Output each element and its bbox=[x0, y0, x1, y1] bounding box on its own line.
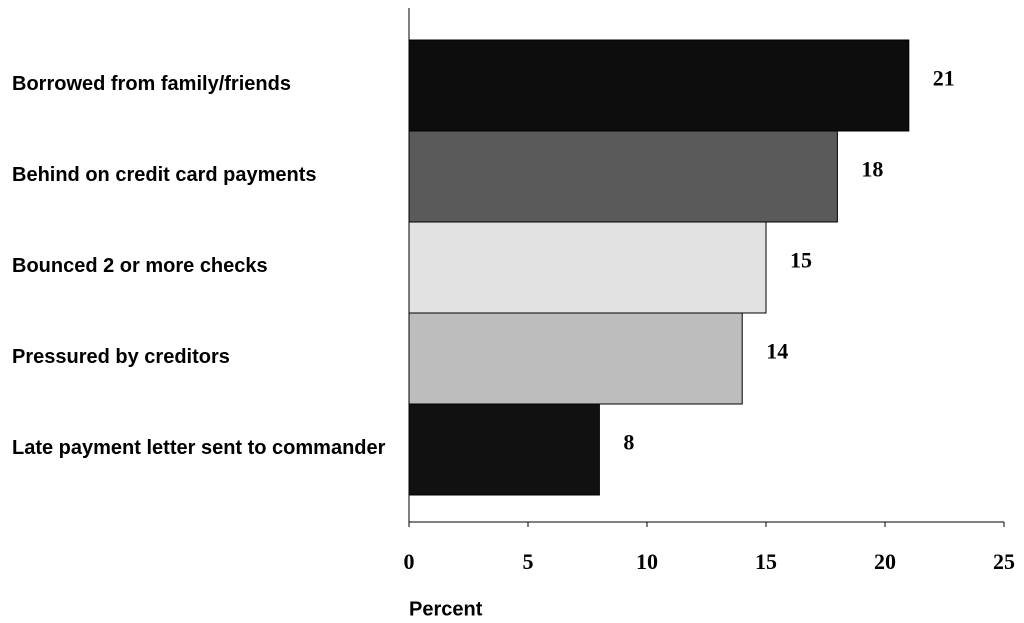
value-label: 18 bbox=[861, 157, 883, 182]
y-tick-label: Late payment letter sent to commander bbox=[12, 436, 386, 459]
bar bbox=[408, 221, 767, 314]
x-tick-label: 5 bbox=[523, 549, 534, 574]
y-tick-label: Pressured by creditors bbox=[12, 345, 230, 368]
bar bbox=[408, 403, 600, 496]
x-tick-label: 15 bbox=[755, 549, 777, 574]
x-axis-label: Percent bbox=[409, 598, 483, 620]
y-tick-label: Behind on credit card payments bbox=[12, 163, 317, 186]
x-tick-label: 25 bbox=[993, 549, 1015, 574]
value-label: 14 bbox=[766, 339, 788, 364]
bar bbox=[408, 39, 910, 132]
value-label: 15 bbox=[790, 248, 812, 273]
bar bbox=[408, 130, 838, 223]
y-tick-label: Bounced 2 or more checks bbox=[12, 254, 268, 277]
x-tick-label: 20 bbox=[874, 549, 896, 574]
x-tick-label: 0 bbox=[404, 549, 415, 574]
value-label: 8 bbox=[623, 430, 634, 455]
bar bbox=[408, 312, 743, 405]
value-label: 21 bbox=[933, 66, 955, 91]
x-tick-label: 10 bbox=[636, 549, 658, 574]
y-tick-label: Borrowed from family/friends bbox=[12, 72, 291, 95]
